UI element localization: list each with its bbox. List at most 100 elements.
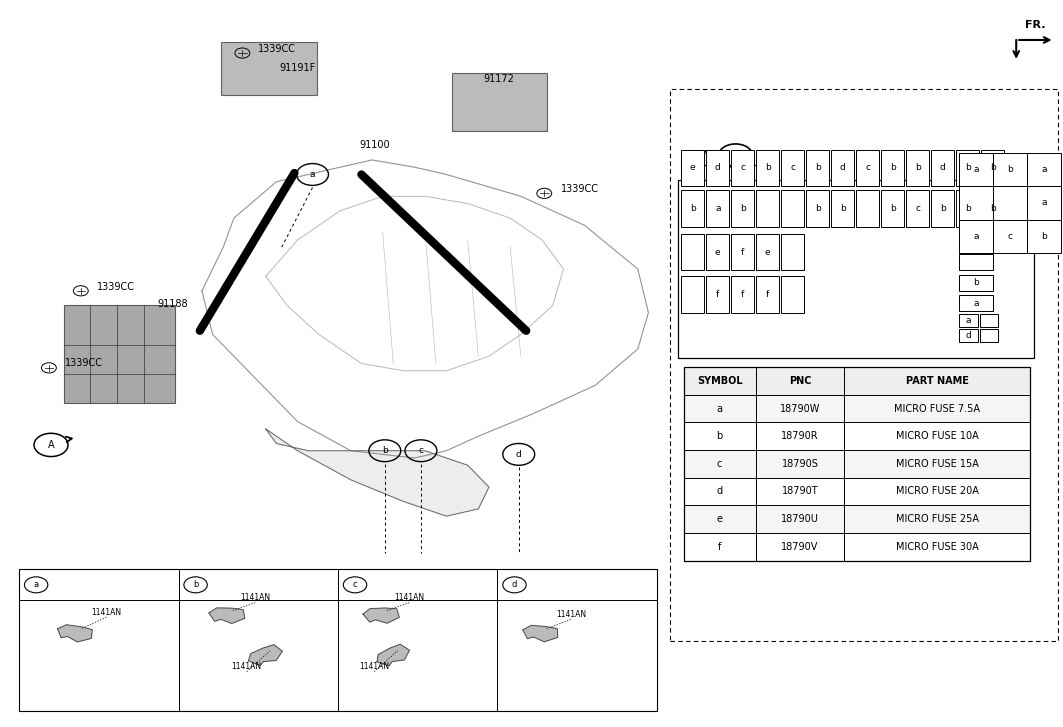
Bar bbox=[684, 367, 1030, 395]
Bar bbox=[959, 254, 993, 270]
Text: 91172: 91172 bbox=[484, 73, 514, 84]
Text: b: b bbox=[973, 278, 979, 287]
Text: e: e bbox=[765, 248, 771, 257]
Bar bbox=[980, 329, 998, 342]
Polygon shape bbox=[523, 625, 558, 642]
Text: 91191F: 91191F bbox=[280, 63, 316, 73]
Text: MICRO FUSE 10A: MICRO FUSE 10A bbox=[896, 431, 978, 441]
Bar bbox=[959, 186, 993, 220]
Polygon shape bbox=[249, 645, 283, 665]
Bar bbox=[681, 276, 704, 313]
Bar bbox=[781, 276, 804, 313]
Bar bbox=[678, 180, 1034, 358]
Bar bbox=[906, 150, 929, 186]
Text: a: a bbox=[1041, 198, 1047, 207]
Text: PART NAME: PART NAME bbox=[906, 376, 968, 386]
Bar bbox=[959, 295, 993, 311]
Text: b: b bbox=[815, 164, 821, 172]
Text: 1339CC: 1339CC bbox=[65, 358, 103, 369]
Text: b: b bbox=[890, 204, 895, 213]
Bar bbox=[981, 150, 1003, 186]
Text: b: b bbox=[740, 204, 745, 213]
Bar bbox=[957, 150, 979, 186]
Bar bbox=[993, 220, 1027, 253]
Text: f: f bbox=[741, 290, 744, 299]
Text: b: b bbox=[815, 204, 821, 213]
Text: 18790S: 18790S bbox=[781, 459, 819, 469]
Text: b: b bbox=[965, 204, 971, 213]
Text: a: a bbox=[716, 403, 723, 414]
Bar bbox=[706, 276, 729, 313]
Bar bbox=[781, 150, 804, 186]
Text: 18790T: 18790T bbox=[781, 486, 819, 497]
Text: 1141AN: 1141AN bbox=[240, 593, 270, 602]
Text: 18790U: 18790U bbox=[781, 514, 819, 524]
Text: MICRO FUSE 20A: MICRO FUSE 20A bbox=[896, 486, 978, 497]
Bar bbox=[1027, 220, 1061, 253]
Text: FR.: FR. bbox=[1026, 20, 1046, 30]
Text: MICRO FUSE 15A: MICRO FUSE 15A bbox=[896, 459, 978, 469]
Text: 1141AN: 1141AN bbox=[359, 662, 389, 671]
Bar bbox=[881, 190, 904, 227]
Text: VIEW: VIEW bbox=[684, 149, 718, 162]
Text: 1141AN: 1141AN bbox=[556, 610, 586, 619]
Bar bbox=[706, 190, 729, 227]
Text: b: b bbox=[990, 204, 995, 213]
Text: 1141AN: 1141AN bbox=[232, 662, 261, 671]
Bar bbox=[684, 478, 1030, 505]
Bar bbox=[731, 190, 755, 227]
Bar bbox=[959, 153, 993, 186]
Text: a: a bbox=[973, 299, 979, 308]
Bar bbox=[781, 190, 804, 227]
Text: b: b bbox=[990, 164, 995, 172]
Text: A: A bbox=[732, 150, 739, 161]
Text: c: c bbox=[865, 164, 871, 172]
Bar bbox=[931, 190, 955, 227]
Text: b: b bbox=[940, 204, 945, 213]
Text: c: c bbox=[740, 164, 745, 172]
Text: b: b bbox=[765, 164, 771, 172]
Bar bbox=[957, 190, 979, 227]
Text: e: e bbox=[716, 514, 723, 524]
Text: a: a bbox=[715, 204, 721, 213]
Bar bbox=[959, 329, 978, 342]
Text: 1141AN: 1141AN bbox=[91, 608, 121, 616]
Text: 91188: 91188 bbox=[157, 299, 188, 309]
Bar bbox=[684, 505, 1030, 533]
Text: b: b bbox=[192, 580, 199, 590]
Text: b: b bbox=[915, 164, 921, 172]
Bar bbox=[881, 150, 904, 186]
Text: a: a bbox=[973, 232, 979, 241]
Bar bbox=[781, 234, 804, 270]
Bar bbox=[684, 533, 1030, 561]
Bar bbox=[670, 89, 1058, 641]
Bar bbox=[757, 150, 779, 186]
Bar bbox=[959, 275, 993, 291]
Bar bbox=[959, 220, 993, 253]
Bar bbox=[959, 314, 978, 327]
Bar bbox=[684, 367, 1030, 561]
Text: d: d bbox=[715, 164, 721, 172]
Text: f: f bbox=[741, 248, 744, 257]
Text: 18790W: 18790W bbox=[780, 403, 820, 414]
Bar bbox=[684, 395, 1030, 422]
Text: f: f bbox=[716, 290, 720, 299]
Bar bbox=[731, 150, 755, 186]
Bar bbox=[731, 234, 755, 270]
Text: b: b bbox=[965, 164, 971, 172]
Bar bbox=[857, 150, 879, 186]
Text: c: c bbox=[716, 459, 723, 469]
Text: d: d bbox=[940, 164, 945, 172]
Text: b: b bbox=[840, 204, 845, 213]
Bar bbox=[806, 190, 829, 227]
Text: b: b bbox=[1007, 165, 1013, 174]
Text: 1339CC: 1339CC bbox=[258, 44, 297, 54]
Polygon shape bbox=[377, 644, 409, 666]
Text: MICRO FUSE 25A: MICRO FUSE 25A bbox=[895, 514, 979, 524]
Bar bbox=[757, 190, 779, 227]
Text: f: f bbox=[718, 542, 722, 552]
Bar bbox=[906, 190, 929, 227]
Bar bbox=[1027, 186, 1061, 220]
Text: a: a bbox=[309, 170, 316, 179]
Text: PNC: PNC bbox=[789, 376, 811, 386]
